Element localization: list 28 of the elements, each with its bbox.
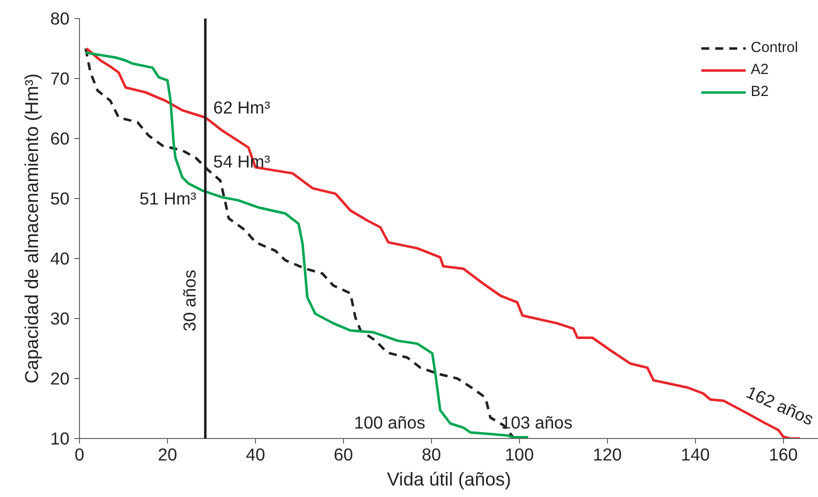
annotation: 162 años [743, 382, 817, 430]
x-tick-label: 0 [74, 444, 84, 464]
x-tick-label: 60 [334, 444, 354, 464]
legend-label: Control [750, 40, 798, 56]
y-tick-label: 80 [50, 8, 70, 28]
x-axis-title: Vida útil (años) [386, 468, 512, 490]
x-tick-label: 120 [592, 444, 622, 464]
y-axis-title: Capacidad de almacenamiento (Hm³) [21, 73, 42, 384]
legend-label: B2 [750, 84, 770, 100]
y-tick-label: 20 [50, 368, 70, 388]
y-tick-label: 30 [50, 308, 70, 328]
legend-label: A2 [750, 62, 770, 78]
x-tick-label: 160 [768, 444, 798, 464]
x-tick-label: 100 [504, 444, 534, 464]
x-tick-label: 80 [422, 444, 442, 464]
annotation: 62 Hm³ [213, 98, 270, 118]
y-tick-label: 60 [50, 128, 70, 148]
x-tick-label: 40 [246, 444, 266, 464]
x-tick-label: 20 [158, 444, 178, 464]
annotation: 103 años [501, 412, 573, 432]
x-tick-label: 140 [680, 444, 710, 464]
annotation: 51 Hm³ [140, 188, 197, 209]
y-tick-label: 70 [50, 68, 70, 88]
y-tick-label: 10 [50, 428, 70, 448]
y-tick-label: 50 [50, 188, 70, 208]
ref-line-label: 30 años [179, 269, 200, 332]
annotation: 100 años [354, 412, 426, 432]
y-tick-label: 40 [50, 248, 70, 268]
